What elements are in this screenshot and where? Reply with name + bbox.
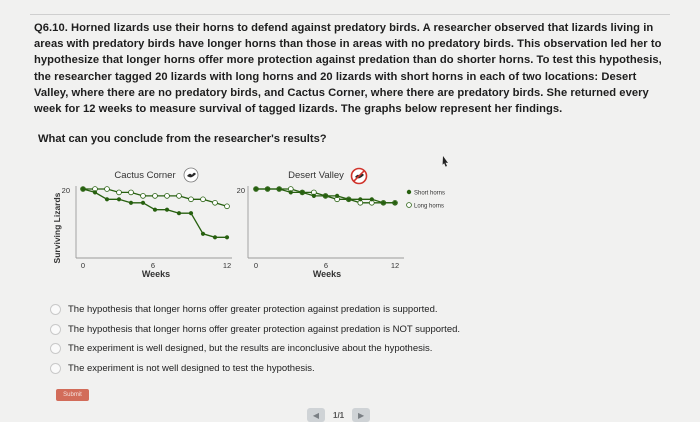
data-point-short-horns	[323, 193, 328, 198]
y-tick-label: 20	[62, 186, 70, 195]
question-line: the researcher tagged 20 lizards with lo…	[34, 70, 637, 83]
question-line: Valley, where there are no predatory bir…	[34, 86, 649, 99]
question-prompt: What can you conclude from the researche…	[38, 133, 327, 145]
data-point-short-horns	[311, 193, 316, 198]
data-point-short-horns	[300, 190, 305, 195]
data-point-short-horns	[80, 186, 86, 192]
data-point-short-horns	[128, 200, 134, 205]
chart-title: Cactus Corner	[114, 170, 175, 181]
data-point-short-horns	[253, 186, 259, 192]
question-line: areas with predatory birds have longer h…	[34, 38, 662, 51]
data-point-long-horns	[104, 186, 110, 192]
chevron-left-icon[interactable]: ◀	[307, 408, 325, 422]
answer-options: The hypothesis that longer horns offer g…	[50, 300, 650, 378]
x-axis-label: Weeks	[313, 269, 341, 279]
question-line: Q6.10. Horned lizards use their horns to…	[34, 22, 654, 34]
data-point-long-horns	[176, 193, 182, 199]
chevron-right-icon[interactable]: ▶	[352, 408, 371, 422]
data-point-short-horns	[392, 200, 398, 205]
data-point-long-horns	[128, 189, 134, 196]
data-point-long-horns	[164, 193, 170, 199]
data-point-short-horns	[152, 207, 158, 212]
data-point-long-horns	[140, 193, 146, 199]
x-tick-label: 0	[81, 261, 85, 270]
data-point-short-horns	[176, 211, 182, 216]
plot-area	[253, 186, 398, 206]
data-point-short-horns	[188, 211, 194, 216]
answer-option-4[interactable]: The experiment is not well designed to t…	[50, 359, 650, 379]
bird-icon	[183, 167, 199, 183]
data-point-short-horns	[164, 207, 170, 212]
data-point-short-horns	[381, 200, 386, 205]
legend-label: Long horns	[414, 204, 444, 210]
x-tick-label: 6	[151, 261, 155, 270]
answer-option-label: The experiment is not well designed to t…	[68, 362, 315, 374]
data-point-short-horns	[369, 197, 374, 202]
legend: Short horns Long horns	[406, 189, 445, 210]
data-point-long-horns	[188, 196, 194, 203]
x-tick-label: 12	[391, 261, 399, 270]
data-point-short-horns	[104, 197, 110, 202]
radio-button[interactable]	[50, 343, 61, 355]
data-point-short-horns	[288, 190, 293, 195]
radio-button[interactable]	[50, 304, 61, 316]
top-divider	[30, 14, 670, 15]
data-point-short-horns	[92, 190, 98, 195]
y-tick-label: 20	[237, 186, 245, 195]
answer-option-2[interactable]: The hypothesis that longer horns offer g…	[50, 320, 650, 340]
radio-button[interactable]	[50, 362, 61, 374]
x-tick-label: 0	[254, 261, 258, 270]
plot-area	[80, 186, 230, 240]
answer-option-label: The experiment is well designed, but the…	[68, 343, 433, 355]
charts-figure: Surviving Lizards 20 0 6 12 Weeks Cactus…	[52, 156, 448, 279]
answer-option-label: The hypothesis that longer horns offer g…	[68, 304, 438, 316]
legend-label: Short horns	[414, 191, 445, 197]
data-point-long-horns	[152, 193, 158, 199]
no-bird-icon	[350, 167, 368, 185]
answer-option-3[interactable]: The experiment is well designed, but the…	[50, 339, 650, 359]
question-text: Q6.10. Horned lizards use their horns to…	[34, 20, 674, 117]
pager: ◀ 1/1 ▶	[307, 408, 371, 422]
data-point-short-horns	[335, 193, 340, 198]
data-point-short-horns	[224, 235, 230, 240]
chart-cactus-corner: Surviving Lizards 20 0 6 12 Weeks Cactus…	[52, 167, 232, 279]
radio-button[interactable]	[50, 323, 61, 335]
y-axis-label: Surviving Lizards	[52, 192, 62, 263]
page-indicator: 1/1	[333, 410, 345, 420]
data-point-short-horns	[277, 186, 282, 192]
x-tick-label: 12	[223, 261, 231, 270]
data-point-short-horns	[212, 235, 218, 240]
data-point-short-horns	[265, 186, 270, 192]
answer-option-1[interactable]: The hypothesis that longer horns offer g…	[50, 300, 650, 320]
data-point-long-horns	[116, 189, 122, 196]
data-point-short-horns	[116, 197, 122, 202]
question-line: hypothesize that longer horns offer more…	[34, 54, 662, 67]
data-point-short-horns	[358, 197, 363, 202]
question-line: week for 12 weeks to measure survival of…	[34, 103, 563, 116]
x-tick-label: 6	[324, 261, 328, 270]
data-point-long-horns	[224, 203, 230, 210]
data-point-short-horns	[200, 231, 206, 236]
answer-option-label: The hypothesis that longer horns offer g…	[68, 323, 461, 335]
x-axis-label: Weeks	[142, 269, 170, 279]
cursor-icon	[442, 156, 448, 167]
data-point-long-horns	[200, 196, 206, 203]
submit-button[interactable]: Submit	[56, 389, 89, 401]
data-point-long-horns	[212, 200, 218, 206]
data-point-short-horns	[140, 200, 146, 205]
legend-marker-short-horns	[406, 189, 412, 195]
chart-title: Desert Valley	[288, 170, 344, 181]
chart-desert-valley: 20 0 6 12 Weeks Desert Valley	[237, 167, 404, 279]
data-point-short-horns	[346, 197, 351, 202]
legend-marker-long-horns	[406, 202, 412, 208]
